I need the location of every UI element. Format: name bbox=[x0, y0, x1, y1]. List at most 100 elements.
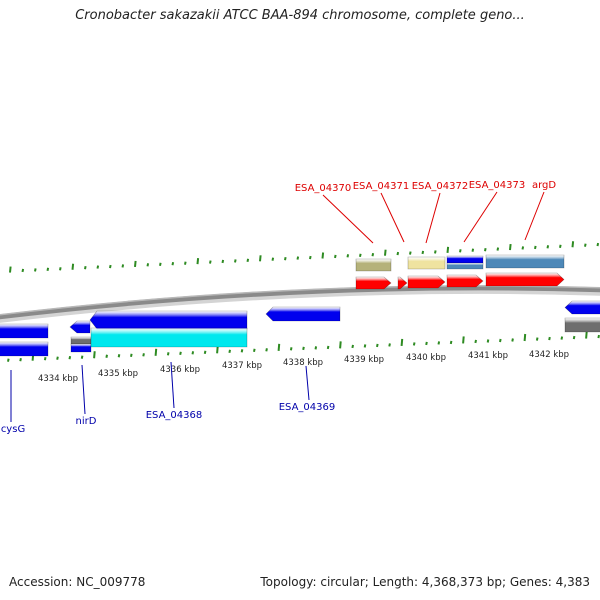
inner-minor-tick bbox=[437, 341, 441, 345]
outer-minor-tick bbox=[471, 248, 475, 252]
outer-major-tick bbox=[71, 263, 75, 270]
outer-minor-tick bbox=[596, 242, 600, 247]
gene-box-cysg-lower bbox=[0, 341, 49, 357]
inner-minor-tick bbox=[351, 344, 354, 349]
gene-arrow-nird bbox=[69, 320, 91, 334]
gene-arrow-esa04369 bbox=[265, 306, 341, 322]
inner-minor-tick bbox=[388, 343, 391, 347]
map-title: Cronobacter sakazakii ATCC BAA-894 chrom… bbox=[75, 8, 525, 23]
inner-minor-tick bbox=[302, 346, 305, 351]
inner-minor-tick bbox=[363, 344, 367, 348]
inner-minor-tick bbox=[56, 356, 59, 360]
outer-major-tick bbox=[384, 249, 387, 256]
inner-minor-tick bbox=[326, 345, 330, 350]
inner-major-tick bbox=[93, 351, 96, 359]
kbp-label: 4334 kbp bbox=[38, 374, 78, 384]
inner-minor-tick bbox=[289, 347, 293, 351]
kbp-label: 4342 kbp bbox=[529, 350, 569, 360]
outer-minor-tick bbox=[459, 249, 462, 253]
outer-minor-tick bbox=[434, 250, 437, 254]
kbp-label: 4340 kbp bbox=[406, 353, 446, 363]
gene-box-cysg-upper bbox=[0, 323, 49, 339]
bottom-feature-leader bbox=[81, 364, 86, 415]
gene-box-right bbox=[564, 317, 600, 333]
gene-arrow-esa04371 bbox=[397, 276, 408, 290]
gene-arrow-esa04370 bbox=[355, 276, 392, 290]
inner-major-tick bbox=[462, 336, 465, 344]
inner-major-tick bbox=[585, 331, 588, 339]
outer-minor-tick bbox=[584, 243, 587, 247]
outer-major-tick bbox=[446, 246, 450, 253]
inner-minor-tick bbox=[376, 343, 379, 348]
topology-text: Topology: circular; Length: 4,368,373 bp… bbox=[260, 575, 590, 589]
gene-box-nird-b bbox=[70, 343, 92, 353]
outer-minor-tick bbox=[246, 258, 250, 263]
kbp-label: 4339 kbp bbox=[344, 355, 384, 365]
outer-minor-tick bbox=[184, 261, 187, 265]
backbone-circle bbox=[0, 285, 600, 320]
outer-minor-tick bbox=[546, 245, 550, 249]
inner-minor-tick bbox=[130, 353, 133, 357]
top-feature-label: ESA_04370 bbox=[295, 183, 352, 194]
outer-minor-tick bbox=[559, 244, 562, 248]
inner-minor-tick bbox=[43, 357, 47, 361]
inner-major-tick bbox=[154, 348, 158, 356]
outer-minor-tick bbox=[146, 263, 150, 267]
outer-minor-tick bbox=[109, 264, 112, 269]
top-feature-label: argD bbox=[532, 180, 556, 191]
inner-minor-tick bbox=[105, 354, 108, 358]
bottom-feature-label: nirD bbox=[76, 416, 97, 427]
outer-major-tick bbox=[196, 258, 200, 265]
gene-arrow-esa04368 bbox=[89, 310, 248, 330]
outer-minor-tick bbox=[521, 246, 525, 250]
outer-minor-tick bbox=[284, 256, 287, 261]
inner-minor-tick bbox=[597, 334, 600, 339]
outer-major-tick bbox=[9, 266, 12, 273]
outer-minor-tick bbox=[346, 254, 350, 258]
inner-major-tick bbox=[400, 338, 404, 347]
top-feature-label: ESA_04371 bbox=[353, 181, 410, 192]
inner-minor-tick bbox=[499, 338, 502, 343]
inner-minor-tick bbox=[117, 354, 121, 358]
top-feature-leader bbox=[380, 192, 405, 243]
outer-minor-tick bbox=[334, 254, 337, 259]
outer-minor-tick bbox=[121, 264, 125, 268]
outer-minor-tick bbox=[271, 257, 275, 261]
inner-minor-tick bbox=[19, 357, 22, 362]
outer-major-tick bbox=[321, 252, 325, 259]
outer-minor-tick bbox=[84, 265, 87, 270]
inner-minor-tick bbox=[191, 351, 195, 355]
bottom-feature-label: ESA_04369 bbox=[279, 402, 336, 413]
top-feature-leader bbox=[322, 194, 374, 244]
gene-box-esa04372 bbox=[407, 256, 446, 270]
inner-minor-tick bbox=[572, 335, 576, 340]
inner-minor-tick bbox=[240, 349, 244, 353]
outer-minor-tick bbox=[46, 267, 50, 272]
outer-minor-tick bbox=[534, 245, 537, 250]
inner-minor-tick bbox=[560, 336, 564, 340]
outer-minor-tick bbox=[96, 265, 100, 269]
inner-minor-tick bbox=[314, 346, 318, 350]
gene-box-esa04370 bbox=[355, 258, 392, 272]
inner-minor-tick bbox=[68, 356, 72, 360]
gene-box-esa04373-b bbox=[446, 262, 484, 270]
outer-major-tick bbox=[259, 255, 262, 262]
kbp-label: 4335 kbp bbox=[98, 369, 138, 379]
inner-minor-tick bbox=[412, 342, 416, 346]
inner-minor-tick bbox=[228, 349, 231, 354]
outer-minor-tick bbox=[21, 268, 25, 273]
bottom-feature-label: ESA_04368 bbox=[146, 410, 203, 421]
inner-minor-tick bbox=[449, 340, 453, 345]
outer-minor-tick bbox=[484, 247, 487, 252]
outer-minor-tick bbox=[496, 247, 500, 251]
top-feature-leader bbox=[425, 192, 441, 244]
inner-major-tick bbox=[523, 333, 527, 342]
inner-minor-tick bbox=[486, 339, 490, 343]
inner-minor-tick bbox=[425, 341, 428, 346]
outer-minor-tick bbox=[359, 253, 362, 257]
inner-minor-tick bbox=[253, 348, 256, 353]
gene-box-esa04368 bbox=[90, 327, 248, 348]
inner-minor-tick bbox=[535, 337, 539, 341]
gene-arrow-argd bbox=[485, 272, 565, 287]
